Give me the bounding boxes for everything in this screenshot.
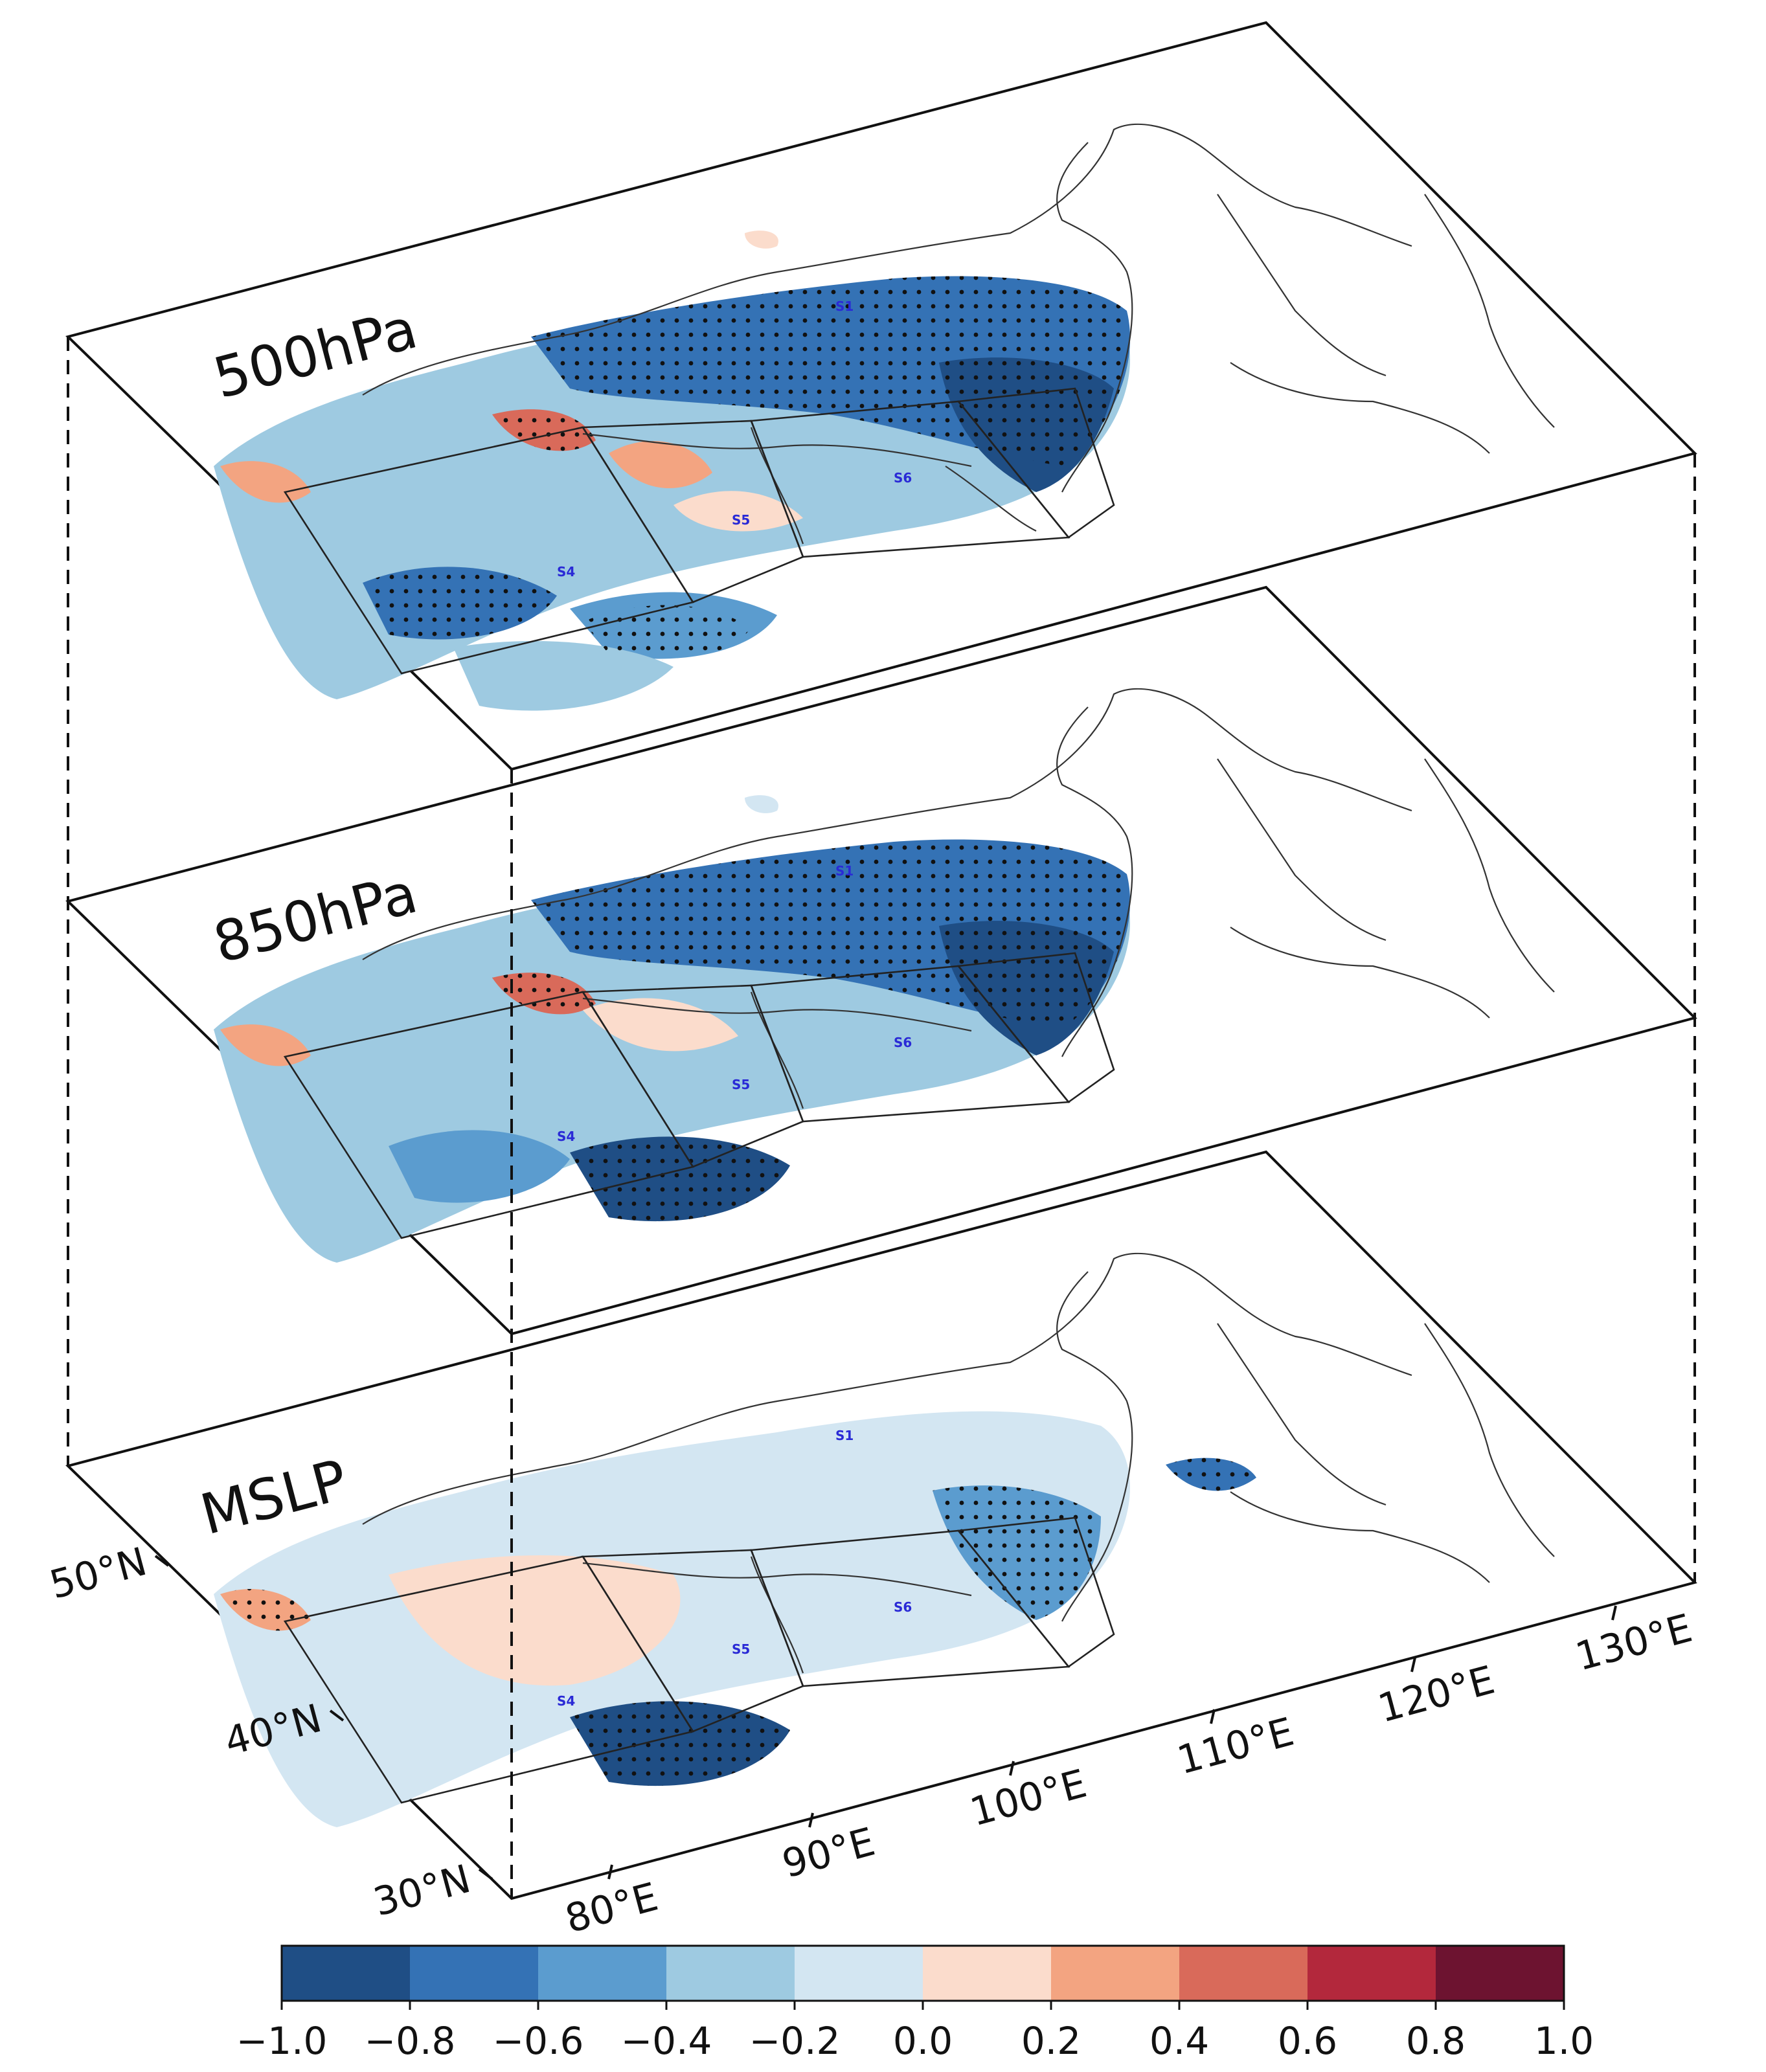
- colorbar-tick-label: 0.2: [1021, 2019, 1081, 2063]
- site-label-s6-mid: S6: [894, 1035, 912, 1050]
- layer-500hpa: S1 S4 S5 S6 500hPa: [65, 21, 1697, 771]
- colorbar-segment: [1051, 1946, 1180, 2001]
- colorbar-segment: [538, 1946, 667, 2001]
- colorbar-tick-label: 0.0: [893, 2019, 953, 2063]
- lat-tick-30n: 30°N: [369, 1856, 475, 1926]
- colorbar-tick-label: −0.2: [749, 2019, 841, 2063]
- site-label-s5-mid: S5: [732, 1077, 750, 1092]
- colorbar-segment: [923, 1946, 1052, 2001]
- colorbar-tick-label: −0.8: [365, 2019, 456, 2063]
- site-label-s4-mid: S4: [557, 1129, 575, 1144]
- colorbar-segment: [795, 1946, 923, 2001]
- lon-tick-80e: 80°E: [561, 1875, 662, 1942]
- colorbar-segment: [1308, 1946, 1436, 2001]
- colorbar-segment: [410, 1946, 539, 2001]
- colorbar-tick-label: −0.6: [493, 2019, 584, 2063]
- colorbar-tick-label: −1.0: [236, 2019, 328, 2063]
- axis-ticks: [154, 1555, 1617, 1880]
- colorbar-tick-label: −0.4: [621, 2019, 712, 2063]
- colorbar-segment: [1179, 1946, 1308, 2001]
- site-label-s1-bot: S1: [835, 1428, 854, 1443]
- site-label-s6-top: S6: [894, 470, 912, 486]
- colorbar-tick-label: 0.8: [1406, 2019, 1466, 2063]
- layer-connectors: [67, 337, 1696, 1898]
- site-label-s1-mid: S1: [835, 863, 854, 879]
- lon-tick-130e: 130°E: [1571, 1606, 1697, 1680]
- colorbar-segment: [1436, 1946, 1565, 2001]
- layer-850hpa: S1 S4 S5 S6 850hPa: [65, 585, 1697, 1336]
- colorbar-tick-label: 1.0: [1534, 2019, 1594, 2063]
- site-label-s5-bot: S5: [732, 1641, 750, 1657]
- site-label-s6-bot: S6: [894, 1599, 912, 1615]
- lon-tick-120e: 120°E: [1374, 1658, 1499, 1732]
- site-label-s4-bot: S4: [557, 1693, 575, 1709]
- lon-tick-110e: 110°E: [1173, 1709, 1298, 1784]
- lat-tick-50n: 50°N: [45, 1539, 152, 1608]
- site-label-s5-top: S5: [732, 512, 750, 528]
- colorbar-tick-label: 0.6: [1278, 2019, 1337, 2063]
- site-label-s1-top: S1: [835, 298, 854, 314]
- lon-tick-90e: 90°E: [778, 1819, 879, 1887]
- colorbar: −1.0 −0.8 −0.6 −0.4 −0.2 0.0 0.2 0.4 0.6 0.8 1.0: [236, 1944, 1594, 2063]
- site-label-s4-top: S4: [557, 564, 575, 580]
- colorbar-segment: [666, 1946, 795, 2001]
- layer-mslp: S1 S4 S5 S6 MSLP: [65, 1150, 1697, 1900]
- colorbar-tick-label: 0.4: [1149, 2019, 1209, 2063]
- colorbar-segment: [282, 1946, 411, 2001]
